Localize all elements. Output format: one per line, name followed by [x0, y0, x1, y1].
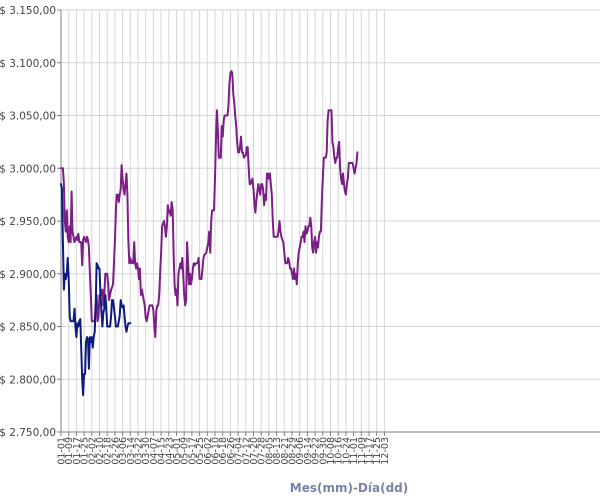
x-tick-label: 01-25: [80, 437, 91, 465]
x-tick-label: 02-26: [110, 437, 121, 465]
x-tick-label: 07-04: [234, 437, 245, 465]
x-tick-label: 10-24: [341, 437, 352, 465]
series-lines: [60, 70, 359, 397]
y-tick-label: $ 2.950,00: [0, 216, 56, 228]
x-tick-label: 11-17: [365, 437, 376, 465]
y-tick-label: $ 3.050,00: [0, 111, 56, 123]
x-tick-label: 09-06: [295, 437, 306, 465]
x-tick-label: 09-22: [311, 437, 322, 465]
x-tick-label: 11-01: [349, 437, 360, 465]
x-tick-label: 10-16: [334, 437, 345, 465]
y-tick-label: $ 2.850,00: [0, 322, 56, 334]
x-tick-label: 08-29: [288, 437, 299, 465]
x-tick-label: 05-25: [195, 437, 206, 465]
y-tick-label: $ 2.900,00: [0, 269, 56, 281]
y-tick-label: $ 2.750,00: [0, 427, 56, 439]
x-tick-label: 09-14: [303, 437, 314, 465]
series-line-2: [60, 183, 132, 397]
x-tick-label: 10-08: [326, 437, 337, 465]
x-tick-label: 11-25: [372, 437, 383, 465]
x-tick-label: 03-06: [118, 437, 129, 465]
series-line-1: [60, 70, 359, 339]
x-tick-label: 06-10: [211, 437, 222, 465]
x-tick-label: 08-21: [280, 437, 291, 465]
x-tick-label: 02-18: [103, 437, 114, 465]
x-axis-tick-labels: 01-0101-0901-1701-2502-0202-1002-1802-26…: [57, 437, 391, 465]
y-tick-label: $ 3.150,00: [0, 5, 56, 17]
x-tick-label: 04-07: [149, 437, 160, 465]
y-tick-label: $ 2.800,00: [0, 374, 56, 386]
axes: [57, 9, 600, 436]
x-tick-label: 02-02: [87, 437, 98, 465]
x-tick-label: 01-09: [64, 437, 75, 465]
x-tick-label: 06-02: [203, 437, 214, 465]
x-tick-label: 05-01: [172, 437, 183, 465]
x-tick-label: 01-17: [72, 437, 83, 465]
x-tick-label: 07-28: [257, 437, 268, 465]
x-tick-label: 02-10: [95, 437, 106, 465]
y-tick-label: $ 3.000,00: [0, 163, 56, 175]
x-tick-label: 11-09: [357, 437, 368, 465]
gridlines: [61, 9, 600, 433]
x-tick-label: 08-05: [264, 437, 275, 465]
x-tick-label: 06-26: [226, 437, 237, 465]
x-tick-label: 03-14: [126, 437, 137, 465]
x-tick-label: 01-01: [57, 437, 68, 465]
x-tick-label: 04-15: [157, 437, 168, 465]
y-tick-label: $ 3.100,00: [0, 58, 56, 70]
x-tick-label: 12-03: [380, 437, 391, 465]
x-tick-label: 07-20: [249, 437, 260, 465]
x-tick-label: 03-22: [134, 437, 145, 465]
x-tick-label: 04-23: [164, 437, 175, 465]
x-tick-label: 05-17: [187, 437, 198, 465]
x-tick-label: 03-30: [141, 437, 152, 465]
y-axis-tick-labels: $ 2.750,00 $ 2.800,00 $ 2.850,00 $ 2.900,00…: [0, 5, 56, 439]
x-tick-label: 05-09: [180, 437, 191, 465]
x-tick-label: 08-13: [272, 437, 283, 465]
x-tick-label: 09-30: [318, 437, 329, 465]
x-tick-label: 07-12: [241, 437, 252, 465]
x-tick-label: 06-18: [218, 437, 229, 465]
x-axis-title: Mes(mm)-Día(dd): [290, 481, 409, 495]
